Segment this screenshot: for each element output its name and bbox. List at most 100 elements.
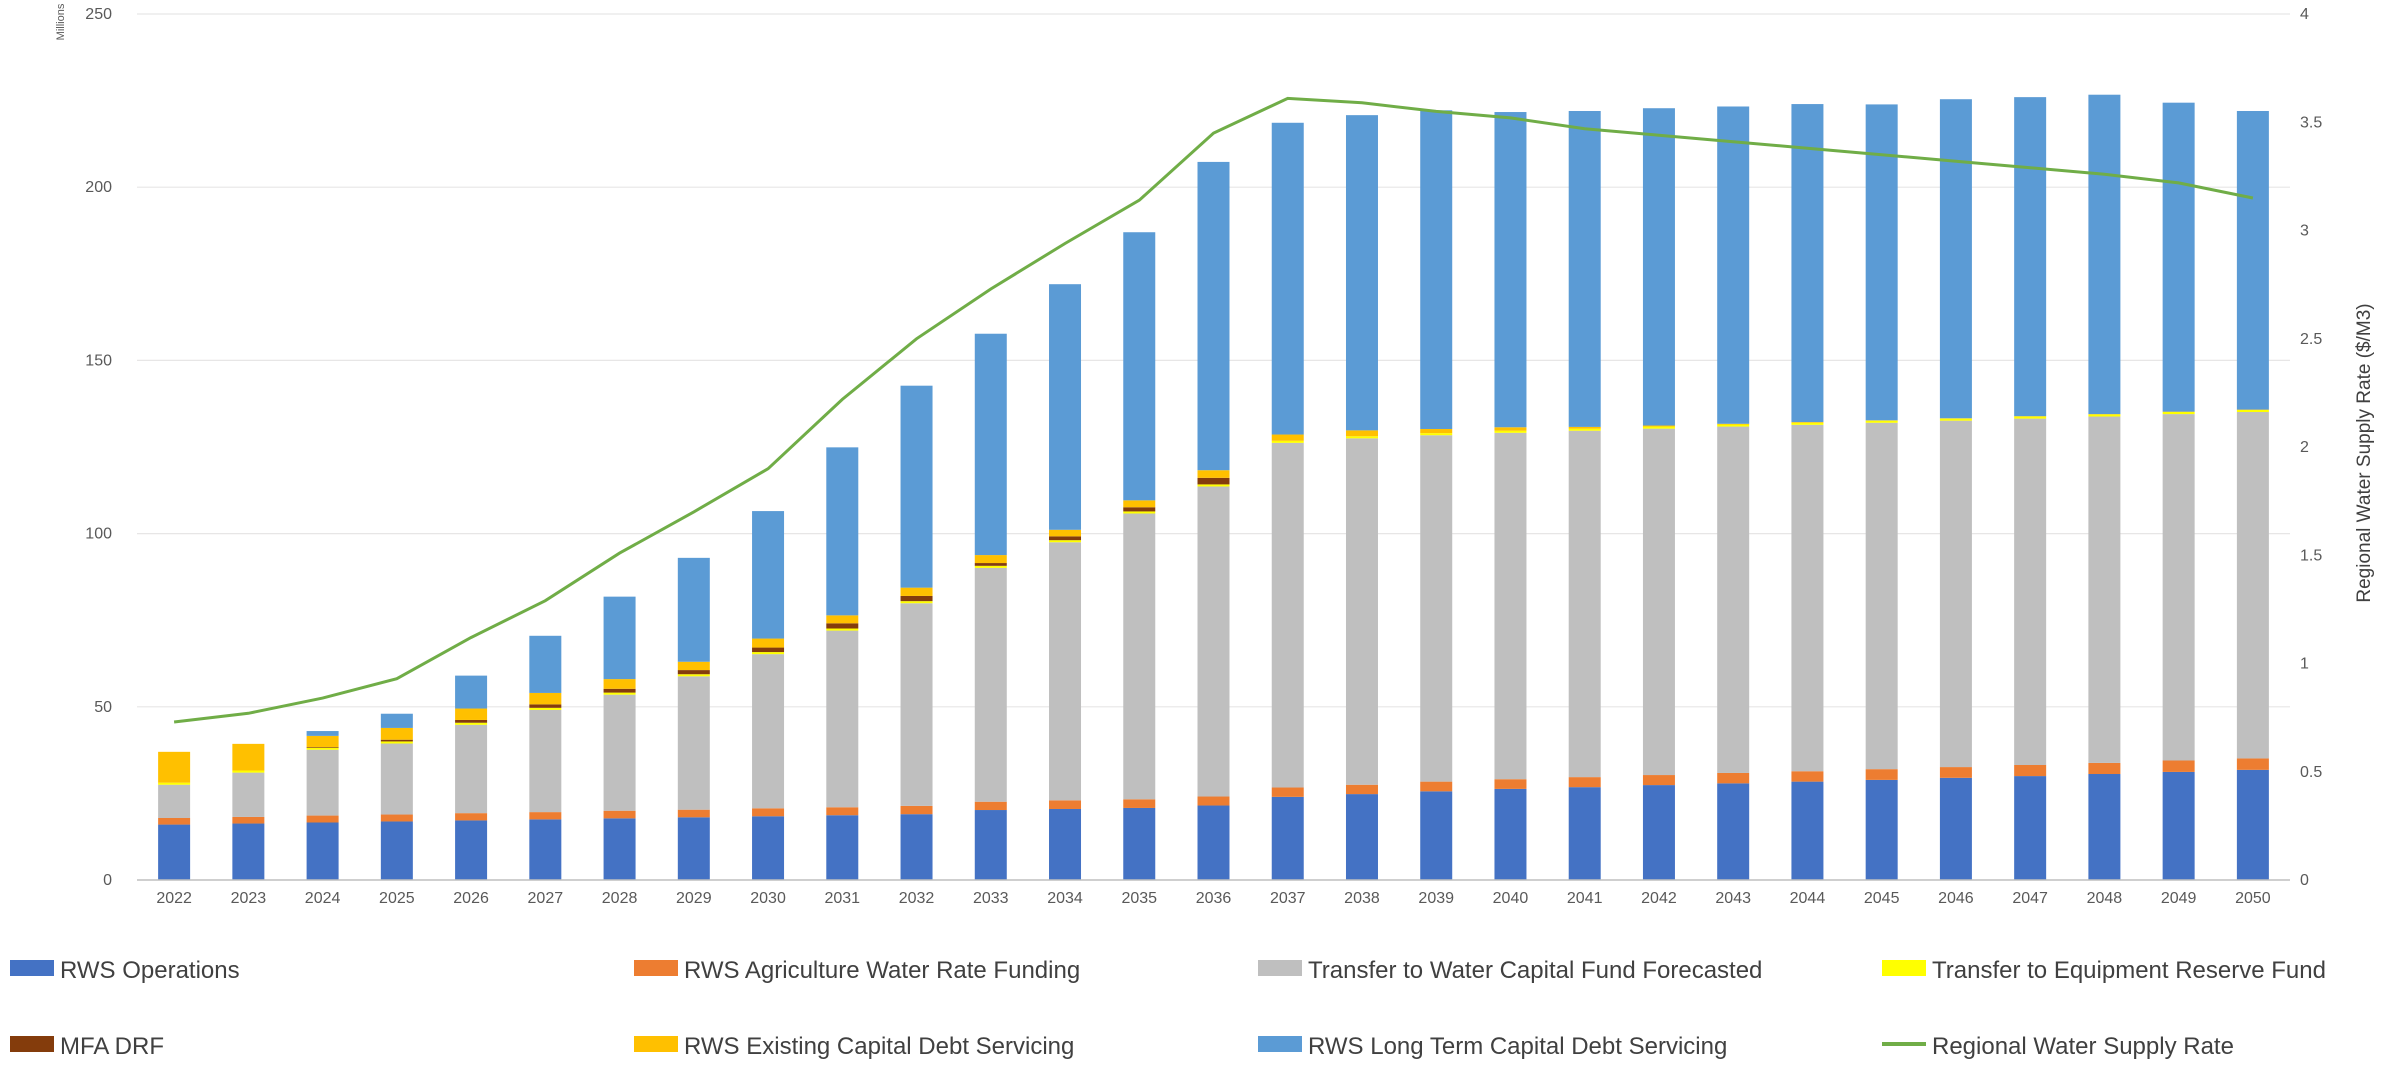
legend-swatch [634, 1036, 678, 1052]
bar-segment-rws-operations [1642, 785, 1675, 880]
legend-label: RWS Existing Capital Debt Servicing [684, 1033, 1074, 1060]
bar-segment-rws-long-term-capital-debt-servicing [1197, 161, 1230, 471]
y2-tick-label: 0 [2300, 872, 2309, 889]
bar-segment-rws-agriculture-water-rate-funding [1197, 796, 1230, 806]
bar-segment-mfa-drf [455, 719, 488, 723]
regional-water-supply-rate-line [173, 96, 2254, 724]
x-tick-label: 2039 [1418, 890, 1454, 907]
bar-segment-rws-long-term-capital-debt-servicing [306, 731, 339, 736]
x-tick-label: 2025 [379, 890, 415, 907]
bar-segment-rws-agriculture-water-rate-funding [1791, 771, 1824, 782]
y2-tick-label: 2.5 [2300, 331, 2322, 348]
bar-segment-rws-agriculture-water-rate-funding [2162, 760, 2195, 772]
bar-segment-transfer-to-equipment-reserve-fund [1049, 540, 1082, 543]
legend-item-mfa-drf: MFA DRF [10, 1033, 164, 1060]
bar-segment-rws-long-term-capital-debt-servicing [1123, 232, 1156, 501]
y-tick-label: 150 [85, 352, 112, 369]
bar-segment-transfer-to-equipment-reserve-fund [2162, 412, 2195, 415]
bar-segment-rws-long-term-capital-debt-servicing [1568, 110, 1601, 427]
legend-item-transfer-to-equipment-reserve-fund: Transfer to Equipment Reserve Fund [1882, 957, 2326, 984]
bar-segment-rws-long-term-capital-debt-servicing [2014, 97, 2047, 417]
y2-tick-label: 0.5 [2300, 764, 2322, 781]
bar-segment-rws-existing-capital-debt-servicing [1271, 434, 1304, 441]
bar-segment-rws-agriculture-water-rate-funding [306, 815, 339, 823]
bar-segment-rws-existing-capital-debt-servicing [1420, 428, 1453, 434]
legend-swatch [634, 960, 678, 976]
x-tick-label: 2042 [1641, 890, 1677, 907]
x-tick-label: 2044 [1790, 890, 1826, 907]
bar-segment-mfa-drf [677, 670, 710, 675]
x-tick-label: 2030 [750, 890, 786, 907]
x-axis-ticks: 2022 2023 2024 2025 2026 2027 2028 2029 2030 2031… [156, 890, 2270, 907]
x-tick-label: 2032 [899, 890, 935, 907]
y2-axis-label: Regional Water Supply Rate ($/M3) [2354, 303, 2375, 602]
legend-item-rws-long-term-capital-debt-servicing: RWS Long Term Capital Debt Servicing [1258, 1033, 1727, 1060]
legend-line-swatch [1882, 1042, 1926, 1046]
bar-segment-transfer-to-equipment-reserve-fund [158, 782, 191, 785]
bar-segment-transfer-to-equipment-reserve-fund [529, 707, 562, 710]
bar-segment-rws-existing-capital-debt-servicing [1345, 430, 1378, 437]
x-tick-label: 2041 [1567, 890, 1603, 907]
bar-segment-rws-operations [306, 822, 339, 880]
bar-segment-transfer-to-water-capital-fund-forecasted [232, 772, 265, 817]
bar-segment-rws-long-term-capital-debt-servicing [1791, 104, 1824, 423]
bar-segment-transfer-to-water-capital-fund-forecasted [1494, 432, 1527, 780]
bar-segment-transfer-to-water-capital-fund-forecasted [1271, 442, 1304, 788]
bar-segment-transfer-to-water-capital-fund-forecasted [900, 603, 933, 806]
y2-axis-ticks: 0 0.5 1 1.5 2 2.5 3 3.5 4 [2300, 6, 2322, 889]
bar-segment-transfer-to-equipment-reserve-fund [1939, 418, 1972, 421]
bar-segment-rws-existing-capital-debt-servicing [1791, 422, 1824, 423]
bar-segment-rws-operations [1494, 788, 1527, 880]
bar-segment-rws-operations [2014, 776, 2047, 880]
bar-segment-transfer-to-water-capital-fund-forecasted [603, 694, 636, 811]
bar-segment-transfer-to-equipment-reserve-fund [1717, 424, 1750, 427]
bar-segment-rws-long-term-capital-debt-servicing [677, 557, 710, 662]
bar-segment-mfa-drf [306, 746, 339, 748]
x-tick-label: 2031 [824, 890, 860, 907]
bar-segment-rws-agriculture-water-rate-funding [1717, 772, 1750, 784]
bar-segment-transfer-to-equipment-reserve-fund [2014, 416, 2047, 419]
bar-segment-transfer-to-water-capital-fund-forecasted [455, 724, 488, 814]
bar-segment-rws-agriculture-water-rate-funding [1494, 779, 1527, 789]
legend-label: RWS Operations [60, 957, 240, 984]
bar-segment-rws-operations [603, 818, 636, 880]
bar-segment-rws-operations [1049, 808, 1082, 880]
bar-segment-transfer-to-water-capital-fund-forecasted [306, 749, 339, 816]
legend-swatch [10, 960, 54, 976]
bar-segment-transfer-to-water-capital-fund-forecasted [1197, 486, 1230, 797]
bar-segment-transfer-to-water-capital-fund-forecasted [1123, 513, 1156, 800]
bar-segment-rws-operations [455, 820, 488, 880]
x-tick-label: 2049 [2161, 890, 2197, 907]
bar-segment-rws-long-term-capital-debt-servicing [529, 635, 562, 693]
bar-segment-rws-long-term-capital-debt-servicing [1420, 110, 1453, 429]
y-tick-label: 50 [94, 699, 112, 716]
bar-segment-rws-operations [2236, 769, 2269, 880]
bar-segment-rws-operations [677, 817, 710, 880]
y-tick-label: 100 [85, 526, 112, 543]
bar-segment-rws-existing-capital-debt-servicing [826, 615, 859, 624]
bar-segment-rws-operations [1717, 783, 1750, 880]
bar-segment-rws-agriculture-water-rate-funding [1345, 784, 1378, 795]
bar-segment-rws-existing-capital-debt-servicing [455, 708, 488, 720]
legend-label: RWS Long Term Capital Debt Servicing [1308, 1033, 1727, 1060]
bar-segment-transfer-to-water-capital-fund-forecasted [1049, 542, 1082, 801]
legend-item-rws-agriculture-water-rate-funding: RWS Agriculture Water Rate Funding [634, 957, 1080, 984]
bar-segment-rws-existing-capital-debt-servicing [306, 735, 339, 747]
bar-segment-rws-existing-capital-debt-servicing [1642, 425, 1675, 427]
y2-tick-label: 3 [2300, 223, 2309, 240]
bar-segment-rws-operations [826, 815, 859, 880]
y2-tick-label: 1 [2300, 656, 2309, 673]
bar-segment-transfer-to-equipment-reserve-fund [1197, 484, 1230, 487]
bar-segment-rws-agriculture-water-rate-funding [158, 817, 191, 825]
bar-segment-rws-operations [1420, 791, 1453, 880]
legend-label: Transfer to Equipment Reserve Fund [1932, 957, 2326, 984]
legend-label: Regional Water Supply Rate [1932, 1033, 2234, 1060]
legend-swatch [10, 1036, 54, 1052]
bar-segment-transfer-to-water-capital-fund-forecasted [974, 567, 1007, 802]
bar-segment-rws-long-term-capital-debt-servicing [2236, 110, 2269, 410]
bar-segment-rws-operations [1791, 781, 1824, 880]
bar-segment-mfa-drf [1197, 477, 1230, 485]
legend-label: RWS Agriculture Water Rate Funding [684, 957, 1080, 984]
x-tick-label: 2027 [528, 890, 564, 907]
x-tick-label: 2043 [1715, 890, 1751, 907]
